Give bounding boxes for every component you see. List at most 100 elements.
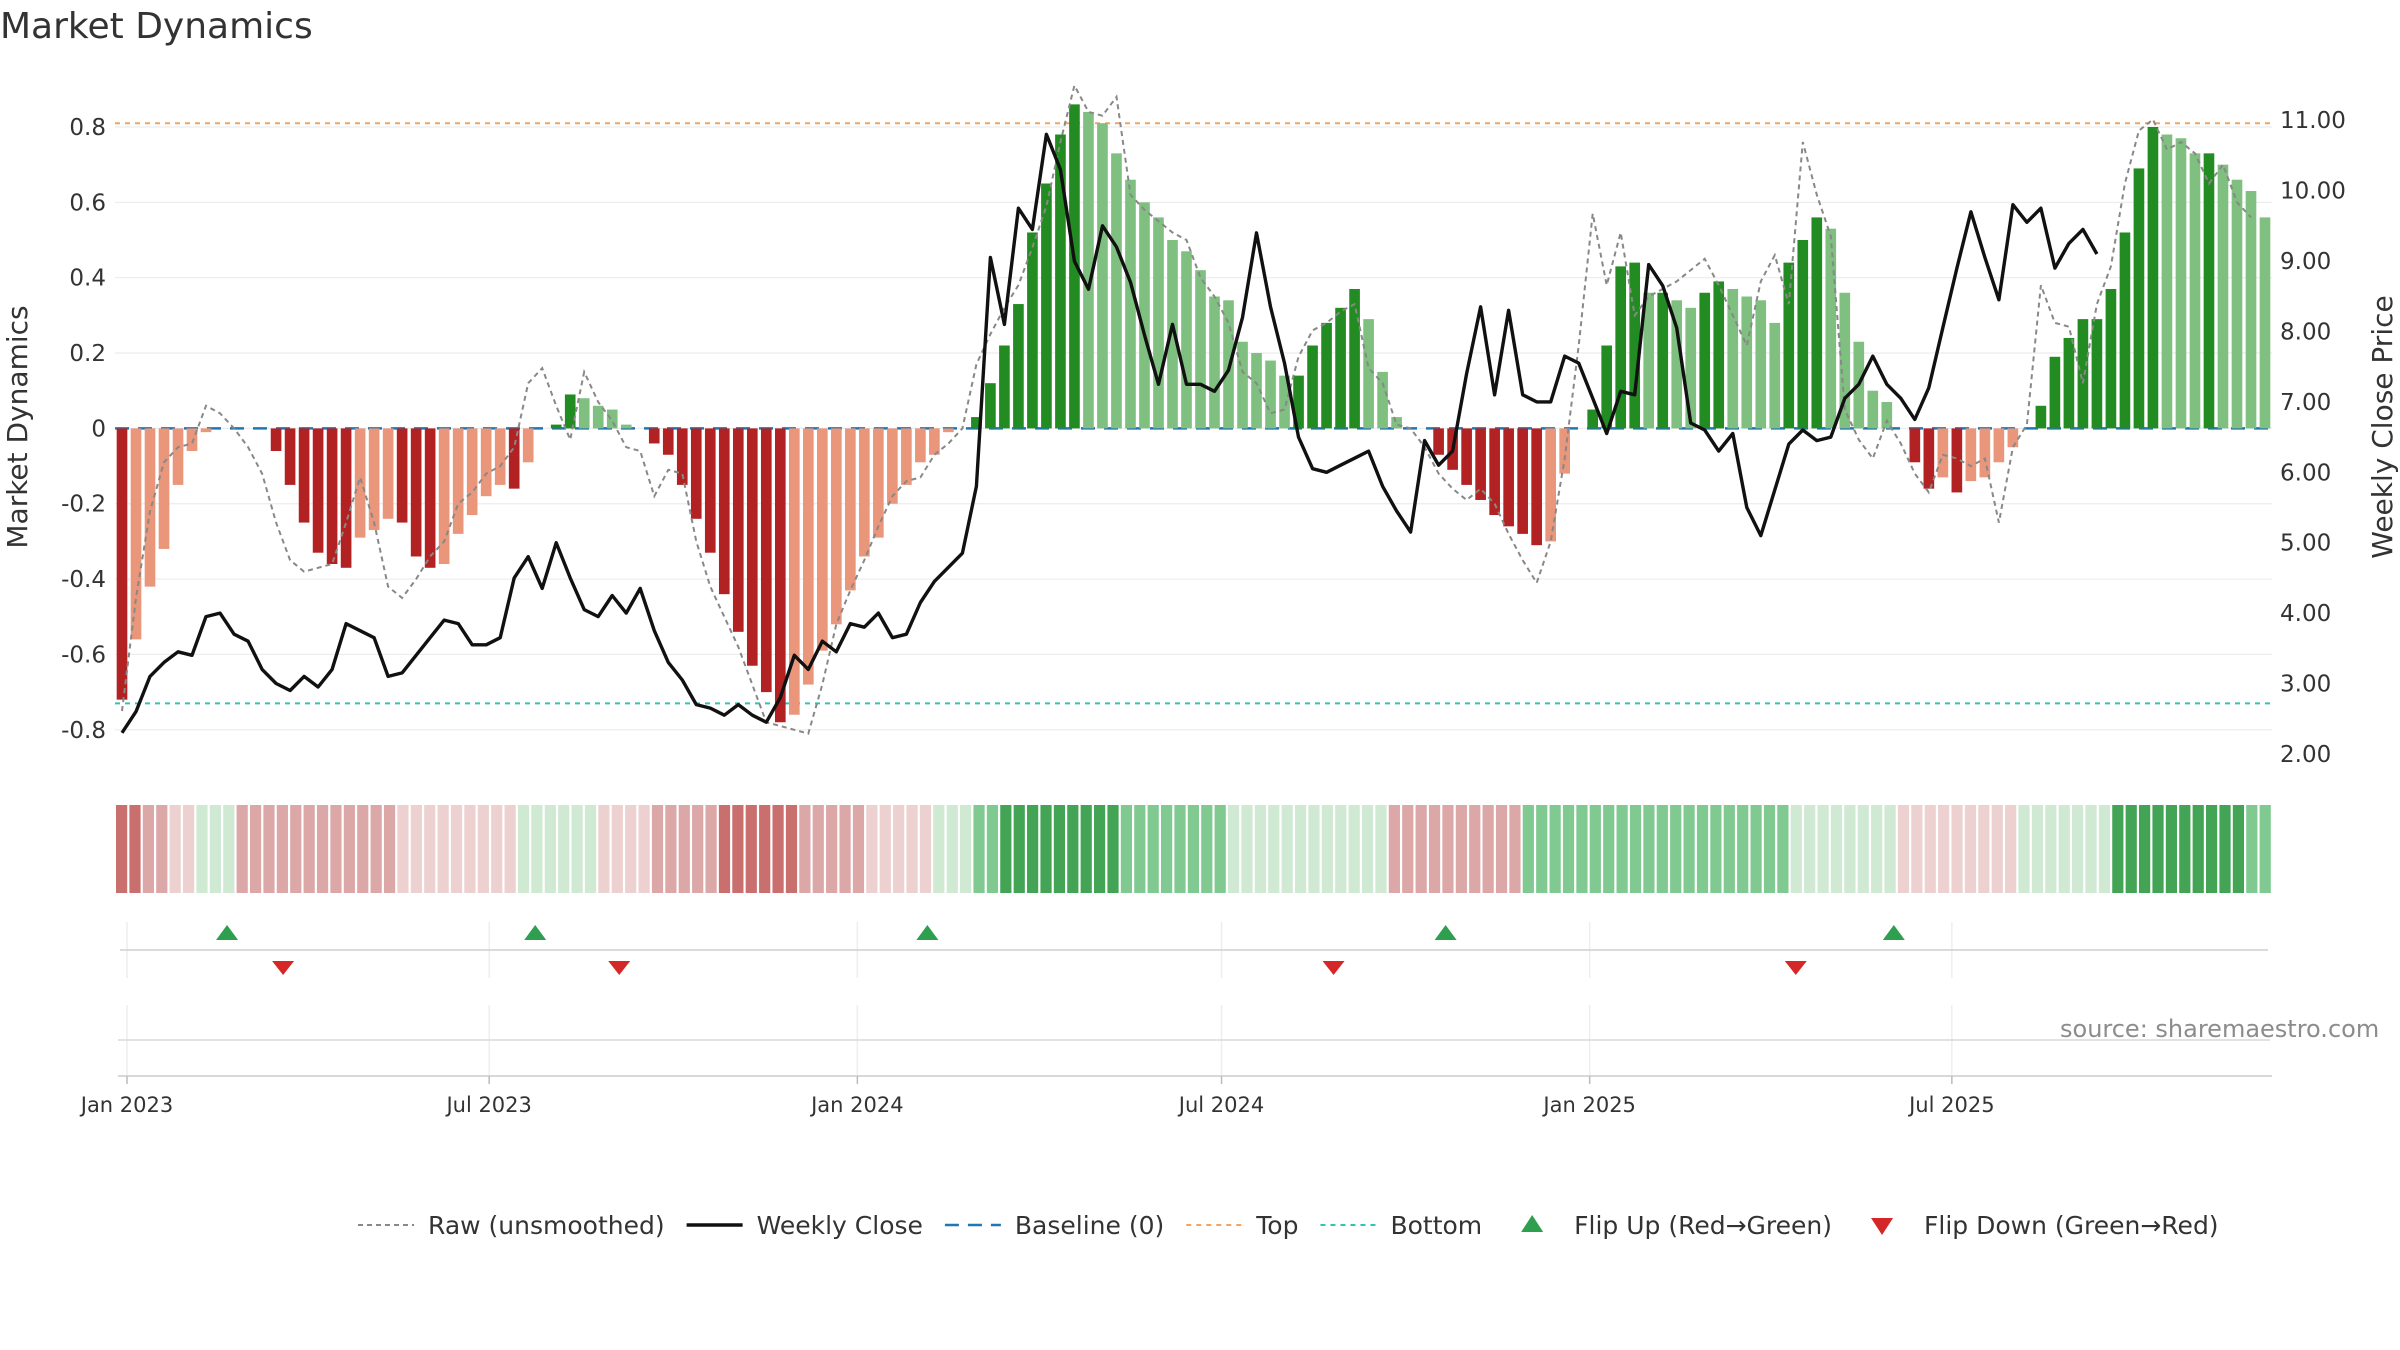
heat-cell	[1924, 805, 1936, 893]
heat-cell	[1763, 805, 1776, 893]
heat-cell	[1308, 805, 1320, 893]
dynamics-bar	[774, 428, 786, 723]
dynamics-bar	[1013, 304, 1024, 429]
dynamics-bar	[2063, 337, 2075, 429]
dynamics-bar	[760, 428, 772, 693]
heat-cell	[330, 805, 342, 893]
legend-label: Bottom	[1390, 1211, 1482, 1240]
heat-cell	[893, 805, 905, 893]
legend-label: Flip Up (Red→Green)	[1574, 1211, 1832, 1240]
heat-cell	[1817, 805, 1829, 893]
legend-item: Top	[1186, 1211, 1298, 1240]
heat-cell	[1964, 805, 1977, 893]
y2-tick-label: 9.00	[2280, 249, 2331, 275]
x-tick-label: Jan 2025	[1541, 1093, 1636, 1117]
heat-cell	[142, 805, 154, 893]
heat-cell	[169, 805, 181, 893]
dynamics-bar	[2245, 191, 2257, 429]
dynamics-bar	[200, 428, 212, 433]
y-tick-label: -0.6	[61, 642, 106, 668]
dynamics-bar	[1727, 288, 1739, 429]
reference-lines	[115, 122, 2272, 705]
heat-cell	[745, 805, 757, 893]
dynamics-bar	[1909, 428, 1921, 463]
dynamics-bar	[1671, 300, 1683, 429]
dynamics-bar	[340, 428, 352, 568]
heat-cell	[1254, 805, 1266, 893]
dynamics-bar	[1167, 240, 1178, 429]
dynamics-bar	[410, 428, 422, 557]
dynamics-bar	[1251, 353, 1262, 429]
heat-cell	[705, 805, 717, 893]
dynamics-bar	[1965, 428, 1977, 482]
heat-cell	[410, 805, 422, 893]
dynamics-bar	[396, 428, 408, 523]
heat-cell	[1670, 805, 1682, 893]
dynamics-bar	[1713, 281, 1725, 429]
heat-cell	[1790, 805, 1802, 893]
heat-cell	[960, 805, 972, 893]
heat-cell	[785, 805, 798, 893]
dynamics-bar	[298, 428, 310, 523]
heat-cell	[437, 805, 449, 893]
dynamics-bar	[1867, 390, 1879, 429]
legend-label: Top	[1255, 1211, 1298, 1240]
legend-item: Flip Down (Green→Red)	[1871, 1211, 2219, 1240]
x-axis-ticks: Jan 2023 Jul 2023 Jan 2024 Jul 2024 Jan 2025…	[79, 1076, 1995, 1117]
heat-cell	[839, 805, 851, 893]
dynamics-bar	[1629, 262, 1641, 429]
y-axis-ticks: -0.8 -0.6 -0.4 -0.2 0 0.2 0.4 0.6 0.8	[61, 115, 106, 744]
heat-cell	[1201, 805, 1213, 893]
legend-item: Raw (unsmoothed)	[358, 1211, 665, 1240]
dynamics-bar	[1461, 428, 1472, 485]
dynamics-bar	[1783, 262, 1795, 429]
heat-cell	[1214, 805, 1226, 893]
heat-cell	[1469, 805, 1481, 893]
heat-cell	[209, 805, 221, 893]
dynamics-bar	[326, 428, 338, 565]
dynamics-bar	[1153, 217, 1164, 429]
heat-cell	[424, 805, 436, 893]
dynamics-bar	[2077, 319, 2089, 429]
heat-cell	[1777, 805, 1789, 893]
heat-cell	[1857, 805, 1869, 893]
y-tick-label: 0.4	[69, 266, 106, 292]
heat-cell	[343, 805, 355, 893]
heat-cell	[1710, 805, 1722, 893]
heat-cell	[383, 805, 396, 893]
heat-cell	[236, 805, 248, 893]
heat-cell	[1683, 805, 1695, 893]
heat-cell	[1616, 805, 1628, 893]
flip-up-marker	[916, 925, 939, 940]
heat-cell	[584, 805, 597, 893]
dynamics-bar	[1321, 322, 1332, 429]
heat-cell	[678, 805, 690, 893]
heat-cell	[638, 805, 650, 893]
heat-cell	[316, 805, 329, 893]
heat-cell	[1361, 805, 1374, 893]
y-tick-label: -0.8	[61, 718, 106, 744]
heat-cell	[1455, 805, 1467, 893]
heat-cell	[558, 805, 570, 893]
heat-cell	[732, 805, 744, 893]
heat-cell	[1656, 805, 1668, 893]
dynamics-bars	[116, 104, 2271, 723]
heat-cell	[1938, 805, 1950, 893]
chart-title: Market Dynamics	[0, 6, 313, 47]
dynamics-bar	[1041, 183, 1052, 429]
heat-cell	[2085, 805, 2097, 893]
dynamics-bar	[1825, 228, 1837, 429]
legend-label: Weekly Close	[757, 1211, 923, 1240]
heat-cell	[1830, 805, 1843, 893]
dynamics-bar	[732, 428, 744, 632]
heat-cell	[799, 805, 811, 893]
dynamics-bar	[620, 424, 632, 429]
dynamics-bar	[1601, 345, 1613, 429]
heat-cell	[625, 805, 637, 893]
heat-cell	[1696, 805, 1709, 893]
x-tick-label: Jul 2025	[1907, 1093, 1994, 1117]
dynamics-bar	[1391, 417, 1402, 429]
heat-cell	[290, 805, 302, 893]
y-axis-label: Market Dynamics	[1, 305, 34, 548]
